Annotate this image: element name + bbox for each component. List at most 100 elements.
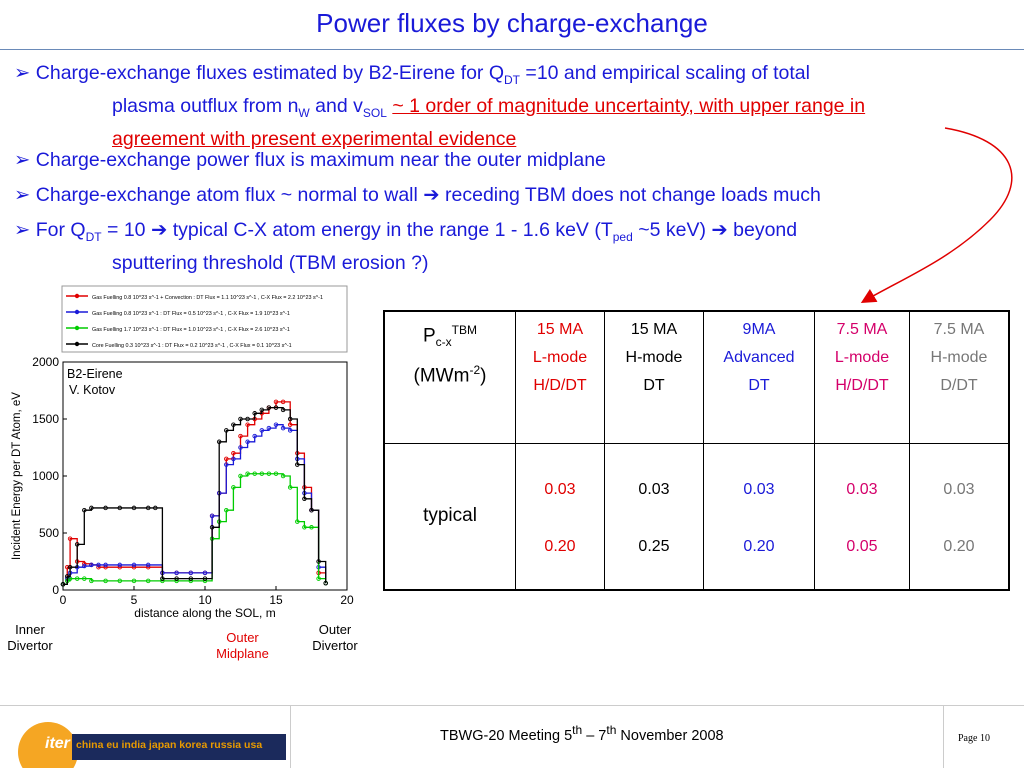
table-header-line: 7.5 MA [933,321,985,338]
table-header-line: H/D/DT [533,377,587,394]
data-point [238,416,243,422]
data-point [309,525,314,530]
bullet-1-sub-w: W [298,105,310,120]
table-header-line: 9MA [742,321,776,338]
y-tick-label: 0 [52,583,59,597]
table-value: 0.03 [544,480,576,498]
data-point [174,570,179,576]
table-col-header: 15 MA H-mode DT [604,310,704,444]
bullet-4: ➢ For QDT = 10 ➔ typical C-X atom energy… [14,217,1004,276]
data-point [295,462,300,467]
footer-separator [290,705,291,768]
chart-annotation: V. Kotov [69,383,116,397]
table-header-line: Advanced [723,349,795,366]
data-point [273,422,279,427]
data-point [224,462,229,467]
bullet-4-sub-ped: ped [612,229,633,244]
table-value: 0.03 [943,480,975,498]
data-point [259,471,265,476]
bullet-3-text-b: receding TBM does not change loads much [439,184,821,206]
y-tick-label: 500 [39,526,59,540]
data-point [131,578,137,584]
title-divider [0,49,1024,50]
table-cell: 0.03 0.20 [703,442,815,591]
data-point [202,570,208,576]
data-point [131,505,137,511]
data-point [231,485,236,490]
table-header-line: D/DT [940,377,978,394]
data-point [252,471,257,476]
x-tick-label: 15 [269,593,283,607]
page-number: Page 10 [958,733,990,744]
data-point [65,564,70,570]
right-arrow-icon: ➔ [711,219,728,241]
legend-marker [74,325,80,331]
data-point [273,405,279,410]
data-point [302,496,307,502]
table-header-line: H-mode [625,349,683,366]
data-point [89,578,94,584]
logo-word: iter [45,735,70,752]
data-point [245,471,250,476]
y-tick-label: 1500 [32,412,59,426]
table-col-header: 7.5 MA L-mode H/D/DT [814,310,910,444]
table-cell: 0.03 0.20 [515,442,605,591]
y-tick-label: 1000 [32,469,59,483]
bullet-2: ➢ Charge-exchange power flux is maximum … [14,147,1004,173]
bullet-1-text: Charge-exchange fluxes estimated by B2-E… [35,62,505,84]
table-header-label: Pc-xTBM (MWm-2) [383,310,516,444]
x-tick-label: 0 [60,593,67,607]
bullet-arrow-icon: ➢ [14,62,31,84]
data-point [145,505,151,511]
bullet-4-line2: sputtering threshold (TBM erosion ?) [112,251,429,274]
bullet-1-sub: DT [504,72,521,87]
data-point [280,425,286,431]
data-point [231,456,236,462]
data-point [280,407,286,413]
table-cell: 0.03 0.20 [909,442,1010,591]
right-arrow-icon: ➔ [423,184,440,206]
table-col-header: 9MA Advanced DT [703,310,815,444]
series-line [63,424,327,585]
data-point [89,562,94,568]
data-point [224,428,229,433]
table-value: 0.20 [743,537,775,555]
data-point [231,450,236,456]
bullet-4-text-c: typical C-X atom energy in the range 1 -… [167,219,613,241]
page-title: Power fluxes by charge-exchange [316,8,708,38]
table-value: 0.03 [846,480,878,498]
bullet-4-text-b: = 10 [101,219,151,241]
table-value: 0.03 [638,480,670,498]
data-point [280,399,286,405]
series-line [63,401,327,585]
data-point [309,507,314,513]
data-point [231,422,236,427]
data-point [245,439,250,445]
footer-meeting: TBWG-20 Meeting 5th – 7th November 2008 [440,723,724,744]
data-point [67,564,73,570]
data-point [238,473,243,479]
table-header-line: DT [748,377,770,394]
chart-annotation: B2-Eirene [67,367,123,381]
table-header-line: L-mode [532,349,588,366]
data-point [209,513,215,519]
data-point [287,428,293,433]
table-value: 0.20 [544,537,576,555]
right-arrow-icon: ➔ [150,219,168,241]
footer-separator [943,705,944,768]
data-point [224,507,229,513]
legend-entry: Gas Fuelling 0.8 10^23 s^-1 + Convection… [92,295,323,301]
bullet-arrow-icon: ➢ [14,184,31,206]
outer-divertor-label: Outer Divertor [312,622,358,653]
data-point [67,536,73,541]
data-point [103,505,108,511]
data-point [316,576,321,581]
footer-divider [0,705,1024,706]
table-header-line: 15 MA [630,321,678,338]
data-point [273,471,279,476]
data-point [287,422,293,427]
table-cell: 0.03 0.25 [604,442,704,591]
data-point [323,580,328,586]
data-point [224,456,229,462]
data-point [266,405,272,410]
